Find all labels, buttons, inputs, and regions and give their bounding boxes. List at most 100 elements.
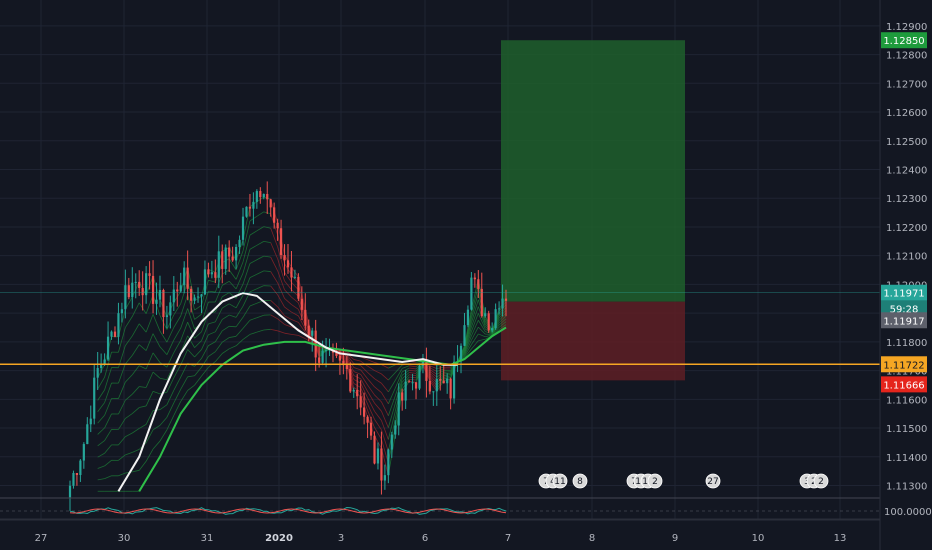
candle-body (221, 251, 224, 269)
ribbon-line (173, 340, 182, 353)
ribbon-line (298, 322, 306, 333)
ribbon-line (125, 393, 133, 401)
ribbon-line (374, 435, 382, 449)
price-labels: 1.12850 1.11971 59:281.11917 1.11722 1.11666 (881, 32, 927, 393)
event-marker-day-8[interactable]: 710122 (626, 473, 663, 489)
candle-body (324, 350, 328, 352)
ribbon-line (477, 313, 486, 330)
candle-body (262, 193, 265, 198)
ema-white-line (117, 291, 458, 492)
candle-body (241, 216, 245, 240)
candle-body (442, 380, 445, 384)
ribbon-line (367, 403, 375, 420)
price-tick-label: 1.11800 (886, 338, 927, 349)
candle-body (501, 298, 504, 309)
price-tick-label: 1.12100 (886, 252, 927, 263)
event-markers[interactable]: 7411 8 710122 27 322 (538, 473, 829, 489)
ribbon-line (208, 321, 216, 325)
event-marker-day-9[interactable]: 27 (705, 473, 721, 489)
ma-price-label-bg (881, 312, 927, 329)
candle-body (117, 313, 120, 337)
candle-body (345, 365, 348, 370)
ribbon-line (118, 309, 126, 337)
ribbon-line (159, 330, 168, 343)
candle-body (113, 331, 117, 337)
ribbon-line (242, 220, 251, 251)
ribbon-line (118, 400, 126, 415)
ribbon-line (242, 305, 251, 318)
ribbon-line (173, 376, 182, 391)
time-tick-label: 8 (589, 533, 595, 544)
ribbon-line (387, 387, 396, 404)
ribbon-line (235, 294, 244, 309)
ribbon-line (464, 340, 472, 356)
ribbon-line (97, 402, 105, 412)
ribbon-line (381, 373, 389, 381)
ribbon-line (152, 371, 161, 379)
ema-green-line (138, 326, 507, 492)
ribbon-line (222, 303, 230, 309)
horizontal-line[interactable] (0, 292, 880, 366)
ribbon-line (131, 302, 140, 317)
ribbon-line (97, 465, 105, 469)
candle-body (463, 325, 466, 346)
ribbon-line (132, 407, 140, 414)
candle-body (231, 256, 234, 261)
event-marker-day-7[interactable]: 7411 (538, 473, 568, 489)
ribbon-line (235, 306, 244, 318)
candle-body (120, 309, 124, 314)
time-axis[interactable]: 27 30 31 2020 3 6 7 8 9 10 13 (0, 519, 880, 544)
ribbon-line (215, 353, 223, 362)
ribbon-line (125, 355, 133, 365)
ribbon-line (277, 294, 285, 308)
ribbon-line (235, 261, 244, 280)
ribbon-line (291, 319, 299, 323)
ribbon-line (201, 367, 209, 377)
ribbon-line (139, 405, 147, 408)
time-tick-label: 9 (672, 533, 678, 544)
ribbon-line (138, 461, 147, 471)
ribbon-line (277, 270, 285, 290)
candle-body (335, 352, 338, 356)
price-tick-label: 1.12700 (886, 79, 927, 90)
ribbon-line (208, 351, 216, 357)
ribbon-line (388, 364, 396, 369)
ribbon-line (180, 294, 189, 317)
ribbon-line (159, 429, 168, 442)
candle-body (425, 359, 428, 381)
target-zone (501, 40, 685, 302)
ribbon-line (360, 374, 368, 386)
ribbon-line (242, 235, 251, 263)
candle-body (234, 246, 238, 261)
ribbon-line (125, 452, 133, 456)
ribbon-line (374, 378, 382, 384)
position-zones[interactable] (501, 40, 685, 381)
ribbon-line (284, 324, 292, 328)
ribbon-line (208, 341, 216, 346)
event-marker-day-10[interactable]: 322 (799, 473, 829, 489)
ribbon-line (97, 389, 105, 401)
event-count: 2 (652, 477, 658, 487)
candle-body (248, 206, 252, 209)
candle-body (349, 369, 352, 392)
candle-body (491, 328, 494, 331)
candle-body (435, 379, 438, 392)
last-price-label-bg (881, 284, 927, 301)
candle-body (494, 309, 497, 329)
ribbon-line (166, 402, 175, 418)
stop-zone (501, 301, 685, 381)
candle-body (380, 448, 383, 481)
event-count: 27 (707, 477, 718, 487)
oscillator-line-fast (69, 506, 507, 515)
ribbon-line (187, 267, 195, 301)
candle-body (100, 364, 103, 369)
candle-body (366, 416, 369, 423)
ribbon-line (139, 424, 147, 429)
event-marker-day-7[interactable]: 8 (572, 473, 588, 489)
ribbon-line (104, 413, 112, 429)
ribbon-line (270, 242, 278, 259)
ribbon-line (242, 319, 251, 329)
ribbon-line (394, 368, 403, 381)
ribbon-line (353, 371, 361, 375)
